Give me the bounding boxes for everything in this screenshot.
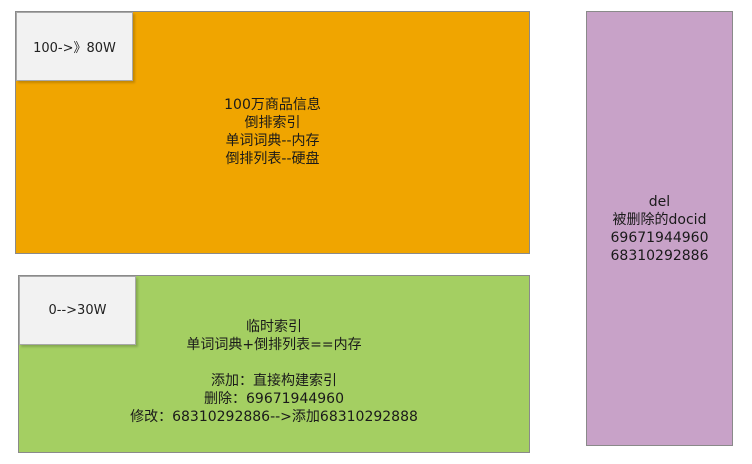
deleted-docs-line: 69671944960 xyxy=(610,230,709,246)
deleted-docs-line: 68310292886 xyxy=(610,248,709,264)
main-index-line: 倒排列表--硬盘 xyxy=(225,151,320,167)
main-index-line: 倒排索引 xyxy=(244,115,301,131)
temp-index-range-label: 0-->30W xyxy=(48,303,107,318)
deleted-docs-description: del 被删除的docid 69671944960 68310292886 xyxy=(586,193,733,265)
temp-index-line: 修改：68310292886-->添加68310292888 xyxy=(130,409,418,425)
temp-index-range-tag: 0-->30W xyxy=(19,276,136,345)
temp-index-line: 单词词典+倒排列表==内存 xyxy=(186,337,362,353)
main-index-line: 单词词典--内存 xyxy=(225,133,320,149)
temp-index-description: 临时索引 单词词典+倒排列表==内存 添加：直接构建索引 删除：69671944… xyxy=(18,318,530,426)
main-index-line: 100万商品信息 xyxy=(224,97,321,113)
main-index-description: 100万商品信息 倒排索引 单词词典--内存 倒排列表--硬盘 xyxy=(15,96,530,168)
main-index-range-label: 100->》80W xyxy=(33,41,116,56)
temp-index-blank-line xyxy=(18,354,530,372)
temp-index-line: 删除：69671944960 xyxy=(204,391,344,407)
deleted-docs-box xyxy=(586,11,733,446)
main-index-range-tag: 100->》80W xyxy=(16,12,133,81)
deleted-docs-line: 被删除的docid xyxy=(612,212,707,228)
temp-index-line: 临时索引 xyxy=(246,319,302,335)
deleted-docs-line: del xyxy=(648,194,671,210)
temp-index-line: 添加：直接构建索引 xyxy=(211,373,337,389)
